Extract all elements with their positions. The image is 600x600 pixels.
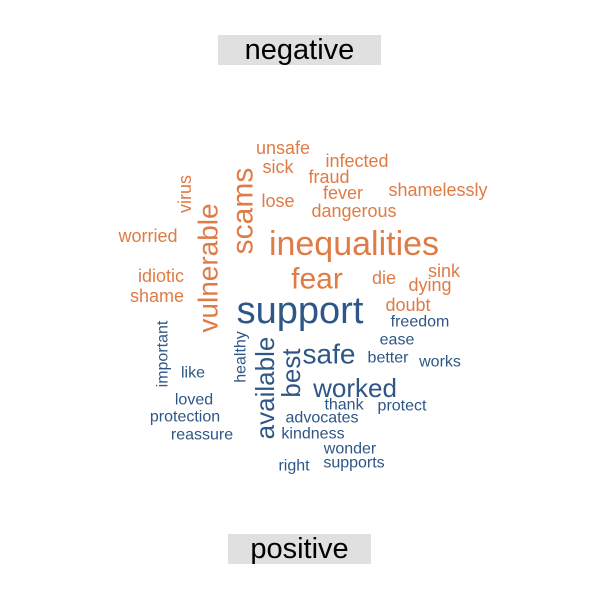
word-negative-9: worried [117,226,177,246]
word-negative-13: fear [291,263,343,296]
word-positive-31: worked [312,373,397,403]
word-positive-39: wonder [323,441,377,458]
word-negative-7: lose [261,191,294,211]
word-negative-1: sick [263,157,295,177]
word-positive-20: support [237,290,364,332]
word-negative-8: dangerous [311,201,396,221]
word-positive-33: thank [324,397,364,414]
word-negative-3: fraud [308,167,349,187]
word-positive-26: important [155,320,172,387]
word-negative-18: shame [130,286,184,306]
word-negative-2: infected [325,151,388,171]
word-positive-22: ease [380,332,415,349]
word-positive-25: works [418,354,461,371]
word-positive-23: safe [303,339,356,370]
word-positive-35: protection [150,409,220,426]
facet-label-positive: positive [228,534,371,564]
word-positive-21: freedom [391,314,450,331]
facet-label-negative: negative [218,35,381,65]
word-negative-16: dying [408,275,451,295]
word-positive-34: protect [378,398,427,415]
word-positive-36: advocates [286,410,359,427]
word-negative-11: scams [227,168,260,255]
word-positive-37: reassure [171,427,233,444]
word-negative-17: idiotic [138,266,184,286]
word-positive-41: supports [323,455,384,472]
word-positive-27: like [181,365,205,382]
word-negative-4: virus [175,175,195,213]
word-negative-12: vulnerable [193,203,224,332]
word-positive-29: available [250,337,280,440]
word-positive-28: healthy [233,331,250,383]
word-positive-32: loved [175,392,213,409]
word-negative-6: shamelessly [388,180,487,200]
word-positive-40: right [278,458,310,475]
word-negative-0: unsafe [256,138,310,158]
word-negative-10: inequalities [269,225,439,263]
word-negative-15: die [372,268,396,288]
word-negative-14: sink [428,261,461,281]
word-negative-5: fever [323,183,363,203]
word-positive-38: kindness [281,426,344,443]
word-positive-24: better [368,350,410,367]
word-negative-19: doubt [385,295,430,315]
word-positive-30: best [276,348,306,398]
